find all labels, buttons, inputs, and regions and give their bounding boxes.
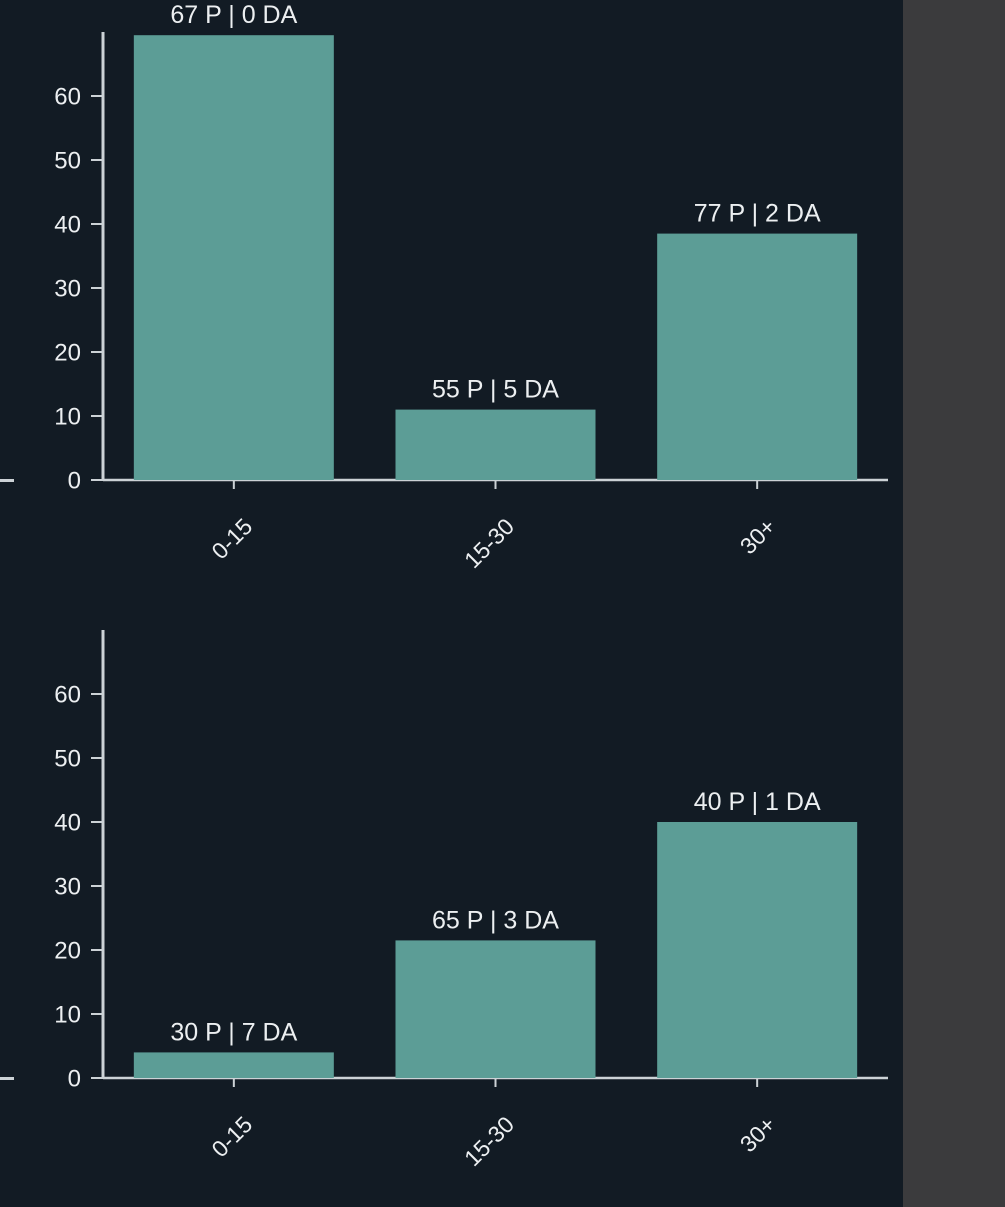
- clipped-neighbor-axis-bottom: [0, 1077, 14, 1080]
- chart-bar[interactable]: [133, 1052, 334, 1078]
- y-axis-tick-label: 60: [54, 681, 81, 708]
- y-axis-tick-label: 20: [54, 339, 81, 366]
- chart-bar[interactable]: [395, 409, 596, 480]
- y-axis-tick-label: 0: [68, 467, 81, 494]
- bar-value-label: 40 P | 1 DA: [694, 788, 821, 816]
- y-axis-tick-label: 40: [54, 809, 81, 836]
- y-axis-tick-label: 0: [68, 1065, 81, 1092]
- x-axis-category-label: 30+: [735, 1111, 781, 1157]
- bar-value-label: 55 P | 5 DA: [432, 376, 559, 404]
- bar-value-label: 30 P | 7 DA: [170, 1018, 297, 1046]
- x-axis-category-label: 15-30: [459, 1111, 519, 1171]
- y-axis-tick-label: 50: [54, 745, 81, 772]
- x-axis-category-label: 0-15: [206, 513, 257, 564]
- chart-bar[interactable]: [657, 822, 858, 1078]
- chart-bar[interactable]: [133, 35, 334, 480]
- x-axis-category-label: 15-30: [459, 513, 519, 573]
- bar-value-label: 67 P | 0 DA: [170, 1, 297, 29]
- bar-chart-top[interactable]: 0 10 20 30 40 50 60 67 P | 0 DA 0-15 55 P | 5 DA 1…: [0, 0, 905, 600]
- y-axis-tick-label: 30: [54, 873, 81, 900]
- clipped-neighbor-axis-top: [0, 479, 14, 482]
- bar-value-label: 65 P | 3 DA: [432, 906, 559, 934]
- x-axis-category-label: 30+: [735, 513, 781, 559]
- bar-value-label: 77 P | 2 DA: [694, 200, 821, 228]
- chart-bar[interactable]: [395, 940, 596, 1078]
- bar-chart-bottom[interactable]: 0 10 20 30 40 50 60 30 P | 7 DA 0-15 65 P | 3 DA 1…: [0, 598, 905, 1198]
- chart-bar[interactable]: [657, 233, 858, 480]
- y-axis-tick-label: 40: [54, 211, 81, 238]
- y-axis-tick-label: 60: [54, 83, 81, 110]
- right-side-panel: [903, 0, 1005, 1207]
- x-axis-category-label: 0-15: [206, 1111, 257, 1162]
- y-axis-tick-label: 10: [54, 403, 81, 430]
- y-axis-tick-label: 50: [54, 147, 81, 174]
- y-axis-tick-label: 20: [54, 937, 81, 964]
- y-axis-tick-label: 30: [54, 275, 81, 302]
- y-axis-tick-label: 10: [54, 1001, 81, 1028]
